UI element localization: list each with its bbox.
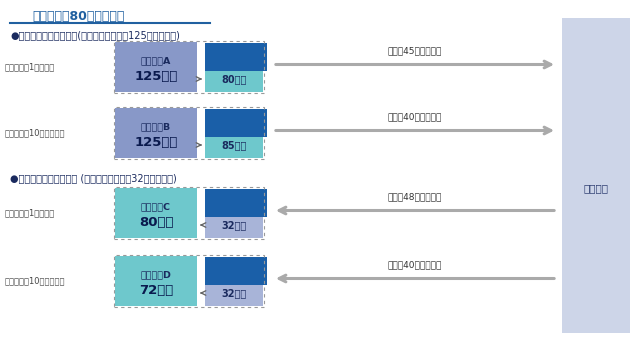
Text: 48万円: 48万円	[220, 196, 252, 210]
Text: 40万円: 40万円	[220, 265, 252, 277]
Bar	[205, 280, 263, 306]
Text: 72万円: 72万円	[139, 284, 173, 296]
Text: 80万円: 80万円	[139, 216, 173, 228]
Text: ・振込単位1円と設定: ・振込単位1円と設定	[5, 63, 55, 72]
Text: 支社口座D: 支社口座D	[141, 270, 172, 280]
Text: 125万円: 125万円	[134, 136, 178, 148]
Bar	[205, 257, 267, 285]
Text: 目標残高が80万円の場合: 目標残高が80万円の場合	[32, 10, 124, 23]
Bar	[205, 43, 267, 71]
Text: 本社口座: 本社口座	[584, 183, 608, 193]
Bar	[115, 188, 197, 238]
Text: 32万円: 32万円	[222, 220, 247, 230]
Text: 超過額45万円を集中: 超過額45万円を集中	[388, 47, 442, 55]
Bar	[562, 18, 630, 333]
Bar	[114, 255, 264, 307]
Bar	[115, 256, 197, 306]
Text: 45万円: 45万円	[220, 50, 252, 64]
Text: 32万円: 32万円	[222, 288, 247, 298]
Bar	[205, 189, 267, 217]
Text: 支社口座B: 支社口座B	[141, 122, 171, 131]
Bar	[205, 212, 263, 238]
Bar	[114, 187, 264, 239]
Text: 125万円: 125万円	[134, 70, 178, 82]
Text: 40万円: 40万円	[220, 117, 252, 129]
Bar	[205, 66, 263, 92]
Bar	[115, 108, 197, 158]
Bar	[114, 107, 264, 159]
Text: 85万円: 85万円	[222, 140, 247, 150]
Text: ・振込単位10万円と設定: ・振込単位10万円と設定	[5, 128, 65, 138]
Text: ●支社から本社への集中(支社の預金残高が125万円の場合): ●支社から本社への集中(支社の預金残高が125万円の場合)	[10, 30, 180, 40]
Text: 不足額48万円を配分: 不足額48万円を配分	[388, 193, 442, 201]
Bar	[114, 41, 264, 93]
Bar	[205, 132, 263, 158]
Text: ・振込単位1円と設定: ・振込単位1円と設定	[5, 209, 55, 217]
Text: 支社口座A: 支社口座A	[141, 56, 171, 66]
Text: 支社口座C: 支社口座C	[141, 202, 171, 212]
Bar	[205, 109, 267, 137]
Text: 不足額40万円を配分: 不足額40万円を配分	[388, 261, 442, 269]
Text: 超過額40万円を集中: 超過額40万円を集中	[388, 113, 442, 121]
Text: ・振込単位10万円と設定: ・振込単位10万円と設定	[5, 276, 65, 286]
Text: 80万円: 80万円	[222, 74, 247, 84]
Text: ●本社から支社への配分 (支社の預金残高が32万円の場合): ●本社から支社への配分 (支社の預金残高が32万円の場合)	[10, 173, 177, 183]
Bar	[115, 42, 197, 92]
